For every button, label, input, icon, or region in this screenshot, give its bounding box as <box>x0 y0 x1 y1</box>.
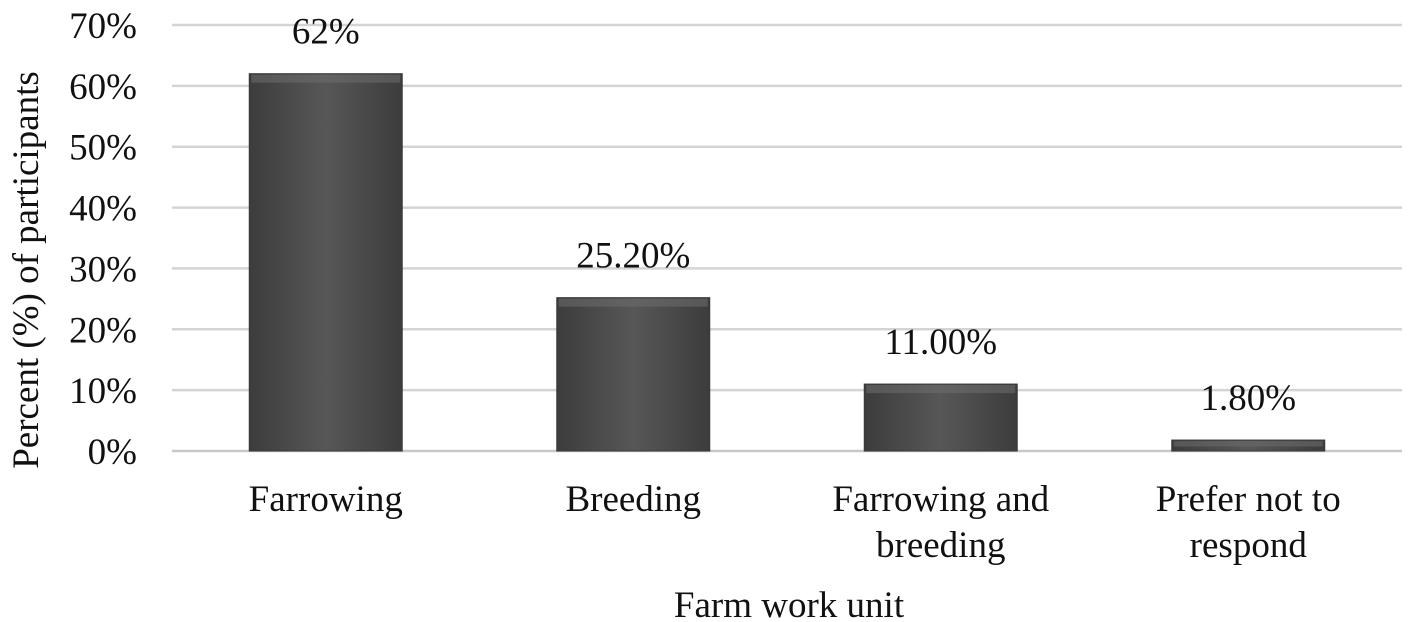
y-tick-label: 30% <box>69 249 137 290</box>
x-tick-label: Breeding <box>565 479 701 520</box>
data-label: 11.00% <box>884 322 997 363</box>
x-tick-label: Prefer not to <box>1156 479 1341 520</box>
data-labels: 62% 25.20% 11.00% 1.80% <box>292 12 1296 419</box>
y-tick-label: 20% <box>69 310 137 351</box>
bar-bevel <box>251 74 401 83</box>
bars <box>248 73 1326 452</box>
data-label: 62% <box>292 12 360 53</box>
bar-bevel <box>1173 441 1323 447</box>
y-axis-title: Percent (%) of participants <box>6 71 47 469</box>
y-tick-label: 40% <box>69 189 137 230</box>
y-tick-label: 10% <box>69 371 137 412</box>
y-axis-ticks: 0% 10% 20% 30% 40% 50% 60% 70% <box>69 6 137 473</box>
bar <box>248 73 403 452</box>
x-axis-title: Farm work unit <box>674 585 905 622</box>
y-tick-label: 70% <box>69 6 137 47</box>
bar <box>556 297 711 452</box>
x-axis-categories: Farrowing Breeding Farrowing and breeding Pr… <box>249 479 1341 566</box>
x-tick-label: breeding <box>876 525 1005 566</box>
bar-bevel <box>866 385 1016 394</box>
x-tick-label: Farrowing and <box>832 479 1049 520</box>
y-tick-label: 60% <box>69 67 137 108</box>
data-label: 25.20% <box>576 236 690 277</box>
bar <box>863 383 1018 452</box>
y-tick-label: 50% <box>69 128 137 169</box>
x-tick-label: respond <box>1190 525 1308 566</box>
x-tick-label: Farrowing <box>249 479 403 520</box>
data-label: 1.80% <box>1200 378 1296 419</box>
y-tick-label: 0% <box>88 432 137 473</box>
bar-bevel <box>558 298 708 307</box>
